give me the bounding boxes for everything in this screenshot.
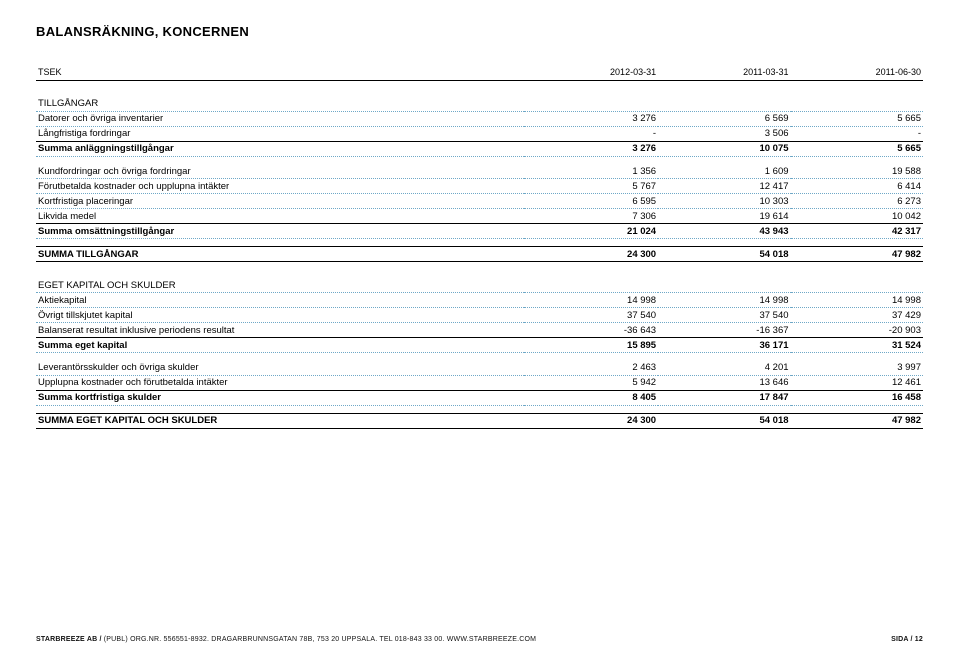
section-heading: EGET KAPITAL OCH SKULDER	[36, 270, 923, 293]
balance-sheet-table: TSEK 2012-03-31 2011-03-31 2011-06-30 TI…	[36, 65, 923, 429]
footer-details: (PUBL) ORG.NR. 556551-8932. DRAGARBRUNNS…	[102, 636, 537, 643]
table-row: Upplupna kostnader och förutbetalda intä…	[36, 375, 923, 390]
grand-total-row: SUMMA TILLGÅNGAR 24 300 54 018 47 982	[36, 247, 923, 262]
table-row: Balanserat resultat inklusive periodens …	[36, 323, 923, 338]
col-date-1: 2012-03-31	[524, 65, 658, 80]
sum-row: Summa eget kapital 15 895 36 171 31 524	[36, 338, 923, 353]
sum-row: Summa anläggningstillgångar 3 276 10 075…	[36, 141, 923, 156]
table-row: Kortfristiga placeringar 6 595 10 303 6 …	[36, 194, 923, 209]
footer-page-number: SIDA / 12	[891, 636, 923, 643]
table-header-row: TSEK 2012-03-31 2011-03-31 2011-06-30	[36, 65, 923, 80]
page-title: BALANSRÄKNING, KONCERNEN	[36, 24, 923, 39]
table-row: Övrigt tillskjutet kapital 37 540 37 540…	[36, 308, 923, 323]
table-row: Långfristiga fordringar - 3 506 -	[36, 126, 923, 141]
grand-total-row: SUMMA EGET KAPITAL OCH SKULDER 24 300 54…	[36, 413, 923, 428]
table-row: Aktiekapital 14 998 14 998 14 998	[36, 293, 923, 308]
page-footer: STARBREEZE AB / (PUBL) ORG.NR. 556551-89…	[36, 636, 923, 643]
table-row: Förutbetalda kostnader och upplupna intä…	[36, 179, 923, 194]
section-heading: TILLGÅNGAR	[36, 88, 923, 111]
table-row: Leverantörsskulder och övriga skulder 2 …	[36, 361, 923, 376]
table-row: Kundfordringar och övriga fordringar 1 3…	[36, 164, 923, 179]
table-row: Likvida medel 7 306 19 614 10 042	[36, 209, 923, 224]
col-date-2: 2011-03-31	[658, 65, 790, 80]
footer-left: STARBREEZE AB / (PUBL) ORG.NR. 556551-89…	[36, 636, 536, 643]
sum-row: Summa kortfristiga skulder 8 405 17 847 …	[36, 390, 923, 405]
footer-company: STARBREEZE AB /	[36, 636, 102, 643]
col-date-3: 2011-06-30	[791, 65, 923, 80]
col-label: TSEK	[36, 65, 524, 80]
table-row: Datorer och övriga inventarier 3 276 6 5…	[36, 111, 923, 126]
sum-row: Summa omsättningstillgångar 21 024 43 94…	[36, 224, 923, 239]
